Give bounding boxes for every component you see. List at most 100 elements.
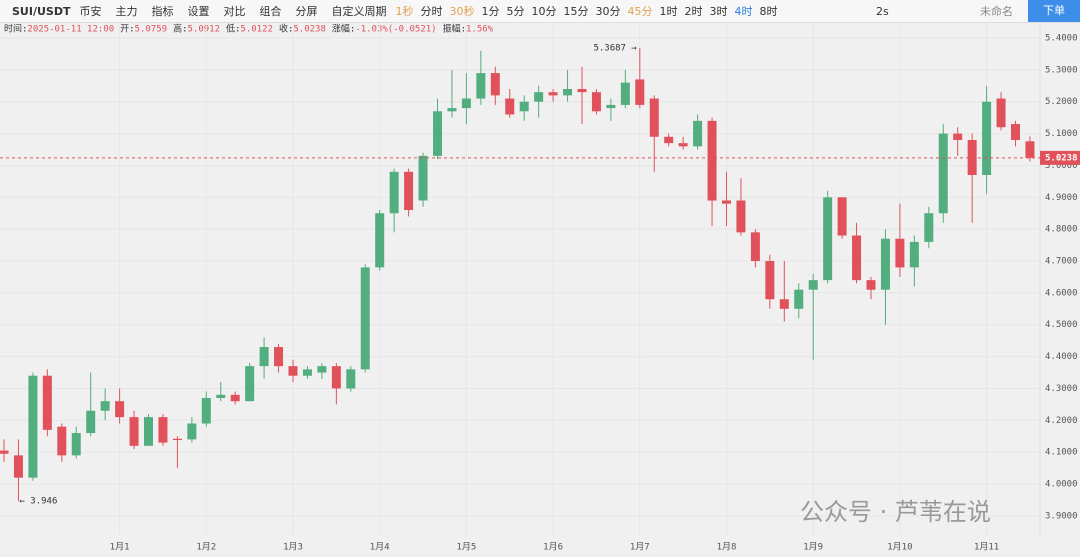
tools: 主力 指标 设置 对比 组合 分屏 <box>115 3 331 19</box>
candle-body <box>331 366 341 389</box>
candle-body <box>201 398 211 424</box>
candle-body <box>490 73 500 96</box>
candle-body <box>895 238 905 268</box>
y-tick-label: 4.0000 <box>1045 480 1078 490</box>
candle-body <box>115 401 125 418</box>
candle-body <box>938 133 948 214</box>
candle-body <box>360 267 370 370</box>
candle-body <box>28 375 38 478</box>
candle-body <box>693 120 703 147</box>
info-value: 5.0238 <box>293 25 326 35</box>
candle-body <box>418 155 428 201</box>
y-tick-label: 3.9000 <box>1045 511 1078 521</box>
x-tick-label: 1月1 <box>110 542 130 553</box>
tool[interactable]: 指标 <box>151 5 174 18</box>
candle-body <box>649 98 659 137</box>
candle-body <box>288 366 298 376</box>
y-tick-label: 4.3000 <box>1045 384 1078 394</box>
candle-body <box>880 238 890 290</box>
candle-body <box>909 241 919 268</box>
info-value: -1.03%(-0.0521) <box>355 25 436 35</box>
candle-body <box>707 120 717 201</box>
candle-body <box>779 299 789 309</box>
candle-body <box>606 104 616 109</box>
interval[interactable]: 3时 <box>709 5 728 18</box>
info-label: 收: <box>279 23 293 35</box>
candle-body <box>158 417 168 443</box>
candle-body <box>71 433 81 456</box>
candle-body <box>519 101 529 112</box>
interval[interactable]: 1分 <box>481 5 500 18</box>
candle-body <box>1011 124 1020 140</box>
x-tick-label: 1月10 <box>887 542 912 553</box>
tool[interactable]: 组合 <box>259 5 282 18</box>
candle-body <box>837 197 847 236</box>
y-tick-label: 4.5000 <box>1045 320 1078 330</box>
y-tick-label: 4.4000 <box>1045 352 1078 362</box>
tool[interactable]: 对比 <box>223 5 246 18</box>
interval[interactable]: 1秒 <box>395 5 414 18</box>
symbol[interactable]: SUI/USDT <box>12 4 71 18</box>
y-tick-label: 5.2000 <box>1045 97 1078 107</box>
order-button[interactable]: 下单 <box>1028 0 1080 22</box>
interval[interactable]: 10分 <box>531 5 557 18</box>
candle-body <box>245 366 255 402</box>
info-label: 时间: <box>4 23 27 35</box>
tool[interactable]: 主力 <box>115 5 138 18</box>
candle-body <box>187 423 197 440</box>
candle-body <box>620 82 630 105</box>
info-value: 5.0122 <box>240 25 273 35</box>
candle-body <box>13 455 23 478</box>
x-tick-label: 1月8 <box>717 542 737 553</box>
candle-body <box>433 111 442 156</box>
candle-body <box>953 133 963 140</box>
candle-body <box>57 426 67 456</box>
info-value: 5.0759 <box>135 25 168 35</box>
interval[interactable]: 45分 <box>627 5 653 18</box>
interval[interactable]: 15分 <box>563 5 589 18</box>
candle-body <box>722 200 731 204</box>
custom-period[interactable]: 自定义周期 <box>331 5 387 18</box>
interval[interactable]: 4时 <box>734 5 753 18</box>
candle-body <box>866 280 876 290</box>
candle-body <box>924 213 934 242</box>
candle-body <box>42 375 52 430</box>
x-tick-label: 1月7 <box>630 542 650 553</box>
info-label: 高: <box>173 23 187 35</box>
watermark: 公众号 · 芦苇在说 <box>800 498 991 526</box>
x-tick-label: 1月4 <box>370 542 390 553</box>
x-tick-label: 1月11 <box>974 542 999 553</box>
y-tick-label: 4.1000 <box>1045 448 1078 458</box>
candle-body <box>100 401 110 411</box>
interval[interactable]: 分时 <box>420 5 443 18</box>
tool[interactable]: 分屏 <box>295 5 318 18</box>
interval[interactable]: 8时 <box>759 5 778 18</box>
candle-body <box>563 88 573 96</box>
x-tick-label: 1月6 <box>543 542 563 553</box>
candle-body <box>302 369 312 376</box>
candle-body <box>259 347 269 367</box>
interval[interactable]: 1时 <box>659 5 678 18</box>
candle-body <box>765 261 775 300</box>
y-tick-label: 4.9000 <box>1045 193 1078 203</box>
candle-body <box>736 200 746 233</box>
candle-body <box>635 79 645 105</box>
interval[interactable]: 5分 <box>506 5 525 18</box>
info-label: 低: <box>226 23 240 35</box>
candle-body <box>230 394 240 402</box>
interval[interactable]: 30秒 <box>449 5 475 18</box>
layout-name[interactable]: 未命名 <box>980 5 1013 18</box>
x-tick-label: 1月3 <box>283 542 303 553</box>
tool[interactable]: 设置 <box>187 5 210 18</box>
x-tick-label: 1月2 <box>196 542 216 553</box>
interval[interactable]: 30分 <box>595 5 621 18</box>
last-price-label: 5.0238 <box>1045 153 1078 163</box>
info-value: 5.0912 <box>187 25 220 35</box>
refresh[interactable]: 2s <box>876 4 889 18</box>
exchange: 币安 <box>79 5 102 18</box>
candle-body <box>172 438 182 441</box>
candle-body <box>86 410 96 434</box>
max-annotation: 5.3687 → <box>593 43 637 53</box>
candle-body <box>389 171 399 214</box>
interval[interactable]: 2时 <box>684 5 703 18</box>
